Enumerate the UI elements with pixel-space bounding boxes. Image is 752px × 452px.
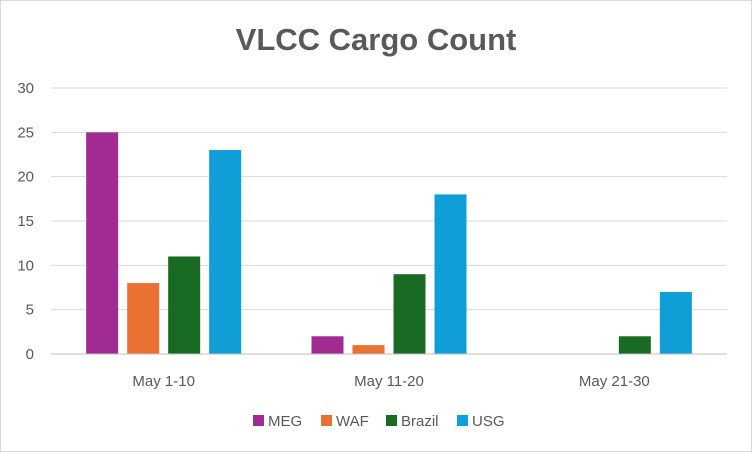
x-tick-label: May 1-10: [132, 373, 195, 390]
x-axis-ticks: May 1-10 May 11-20 May 21-30: [132, 373, 649, 390]
x-tick-label: May 21-30: [579, 373, 650, 390]
y-tick-label: 20: [17, 169, 34, 186]
y-tick-label: 15: [17, 213, 34, 230]
bar-brazil-2: [393, 274, 426, 354]
y-tick-label: 30: [17, 80, 34, 97]
x-tick-label: May 11-20: [354, 373, 424, 390]
legend-label-brazil: Brazil: [401, 413, 439, 430]
y-tick-label: 0: [26, 346, 34, 363]
legend-swatch-usg: [457, 415, 468, 426]
bar-usg-2: [434, 194, 467, 354]
y-tick-label: 10: [17, 257, 34, 274]
bar-usg-1: [209, 150, 242, 354]
bar-usg-3: [659, 291, 692, 354]
legend-label-meg: MEG: [268, 413, 302, 430]
y-tick-label: 5: [26, 302, 34, 319]
bar-brazil-1: [168, 256, 201, 354]
y-tick-label: 25: [17, 124, 34, 141]
legend-swatch-meg: [253, 415, 264, 426]
bar-meg-2: [311, 336, 344, 354]
bars: [86, 132, 692, 354]
legend-swatch-waf: [321, 415, 332, 426]
bar-waf-1: [127, 283, 160, 354]
legend-label-usg: USG: [472, 413, 505, 430]
legend: MEG WAF Brazil USG: [253, 413, 505, 430]
legend-label-waf: WAF: [336, 413, 369, 430]
gridlines: [51, 87, 727, 311]
y-axis-ticks: 0 5 10 15 20 25 30: [17, 80, 34, 363]
bar-meg-1: [86, 132, 119, 354]
bar-brazil-3: [618, 336, 651, 354]
legend-swatch-brazil: [386, 415, 397, 426]
chart-title: VLCC Cargo Count: [236, 22, 517, 57]
bar-waf-2: [352, 345, 385, 354]
